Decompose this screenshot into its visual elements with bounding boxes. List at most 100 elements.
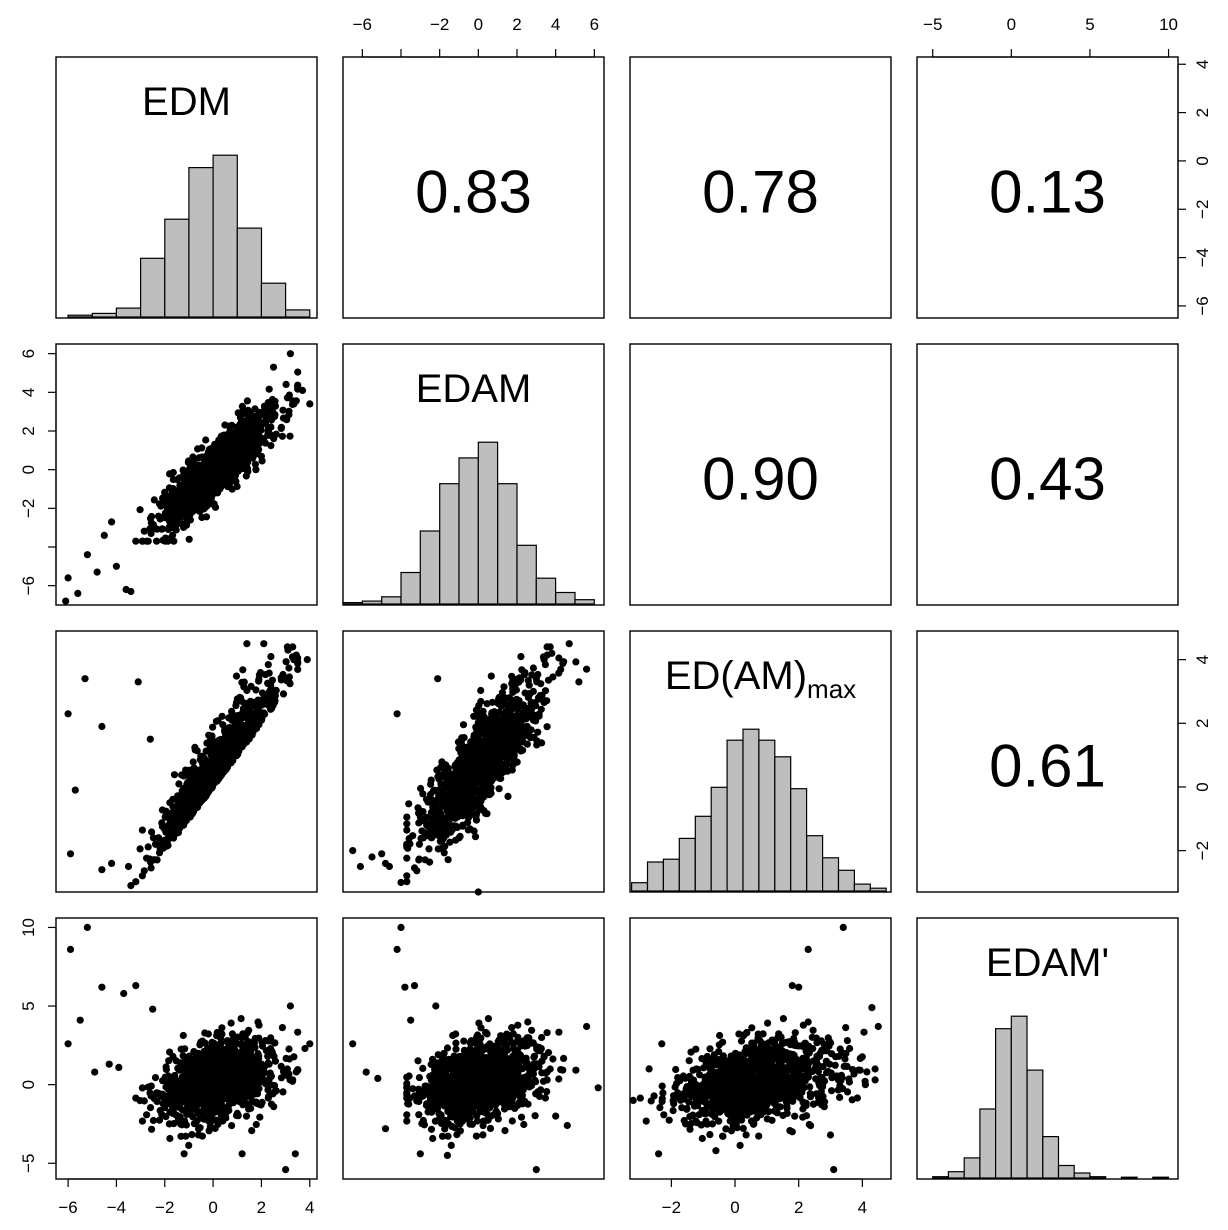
scatter-point	[227, 1085, 235, 1094]
scatter-point	[511, 681, 519, 689]
histogram-bar	[516, 544, 537, 605]
scatter-point	[243, 442, 251, 451]
scatter-point	[100, 531, 108, 540]
scatter-point	[190, 764, 198, 772]
scatter-point	[278, 432, 286, 440]
scatter-point	[537, 705, 545, 713]
scatter-point	[148, 1125, 156, 1133]
scatter-point	[112, 562, 120, 570]
scatter-point	[427, 834, 435, 842]
scatter-point	[258, 1039, 266, 1047]
scatter-point	[185, 535, 193, 543]
histogram-bar	[115, 307, 142, 318]
scatter-point	[98, 722, 106, 731]
scatter-point	[149, 834, 157, 842]
histogram-bar	[853, 883, 871, 892]
scatter-point	[421, 829, 429, 837]
scatter-point	[228, 468, 236, 476]
scatter-point	[191, 1119, 199, 1127]
scatter-point	[555, 669, 563, 677]
scatter-point	[455, 834, 463, 842]
scatter-point	[471, 833, 480, 841]
scatter-point	[197, 752, 205, 760]
scatter-point	[489, 753, 497, 761]
scatter-point	[272, 1087, 280, 1095]
scatter-point	[210, 741, 218, 749]
scatter-point	[495, 772, 503, 781]
scatter-point	[271, 687, 279, 696]
scatter-point	[164, 834, 172, 842]
scatter-point	[495, 749, 503, 757]
scatter-point	[271, 1057, 279, 1065]
histogram-bar	[1010, 1015, 1028, 1179]
scatter-point	[434, 675, 442, 683]
scatter-point	[174, 519, 182, 527]
scatter-point	[572, 658, 580, 666]
scatter-point	[218, 1030, 226, 1038]
scatter-point	[254, 421, 262, 430]
scatter-point	[244, 1062, 253, 1071]
histogram-bar	[1026, 1069, 1044, 1179]
scatter-point	[187, 489, 195, 497]
histogram-bar	[477, 441, 499, 605]
scatter-point	[146, 1104, 155, 1112]
scatter-point	[217, 1065, 225, 1073]
scatter-point	[227, 451, 235, 459]
scatter-point	[495, 708, 503, 717]
scatter-point	[431, 799, 439, 807]
scatter-point	[349, 847, 357, 855]
panel-1-3	[916, 343, 1179, 606]
scatter-point	[444, 775, 453, 783]
scatter-point	[64, 710, 72, 718]
scatter-point	[181, 1072, 189, 1080]
scatter-point	[115, 1063, 123, 1071]
scatter-point	[237, 432, 245, 440]
scatter-point	[205, 1117, 213, 1125]
histogram-bar	[91, 312, 118, 318]
scatter-point	[98, 983, 106, 991]
scatter-point	[271, 1039, 279, 1047]
scatter-point	[397, 878, 405, 887]
scatter-point	[180, 1150, 188, 1158]
scatter-point	[403, 813, 411, 821]
scatter-point	[441, 842, 449, 850]
scatter-point	[286, 1076, 294, 1084]
scatter-point	[464, 749, 472, 757]
scatter-point	[431, 820, 439, 828]
scatter-point	[176, 820, 184, 828]
scatter-point	[289, 397, 297, 405]
scatter-point	[257, 411, 266, 419]
scatter-point	[242, 417, 250, 425]
scatter-point	[205, 495, 213, 504]
scatter-point	[260, 640, 268, 648]
scatter-point	[76, 1016, 84, 1024]
scatter-point	[147, 1082, 155, 1090]
scatter-point	[226, 731, 234, 739]
scatter-point	[266, 398, 274, 407]
scatter-point	[193, 1079, 201, 1087]
scatter-point	[265, 385, 273, 393]
scatter-point	[434, 845, 442, 853]
scatter-point	[243, 397, 251, 405]
scatter-point	[144, 843, 152, 851]
scatter-point	[466, 825, 474, 833]
histogram-bar	[994, 1028, 1012, 1179]
scatter-point	[150, 496, 158, 504]
scatter-point	[83, 551, 91, 559]
scatter-point	[479, 1131, 487, 1139]
scatter-point	[502, 752, 510, 760]
scatter-point	[154, 834, 163, 842]
scatter-point	[450, 822, 458, 830]
scatter-point	[202, 513, 211, 521]
scatter-point	[444, 856, 452, 864]
histogram-bar	[1152, 1176, 1170, 1179]
scatter-point	[228, 1122, 236, 1130]
scatter-point	[471, 739, 479, 747]
scatter-point	[199, 764, 207, 772]
scatter-point	[403, 841, 411, 850]
scatter-point	[477, 686, 485, 695]
scatter-point	[427, 780, 435, 788]
scatter-point	[429, 1134, 437, 1143]
scatter-point	[218, 1024, 226, 1032]
panel-1-2	[629, 343, 892, 606]
